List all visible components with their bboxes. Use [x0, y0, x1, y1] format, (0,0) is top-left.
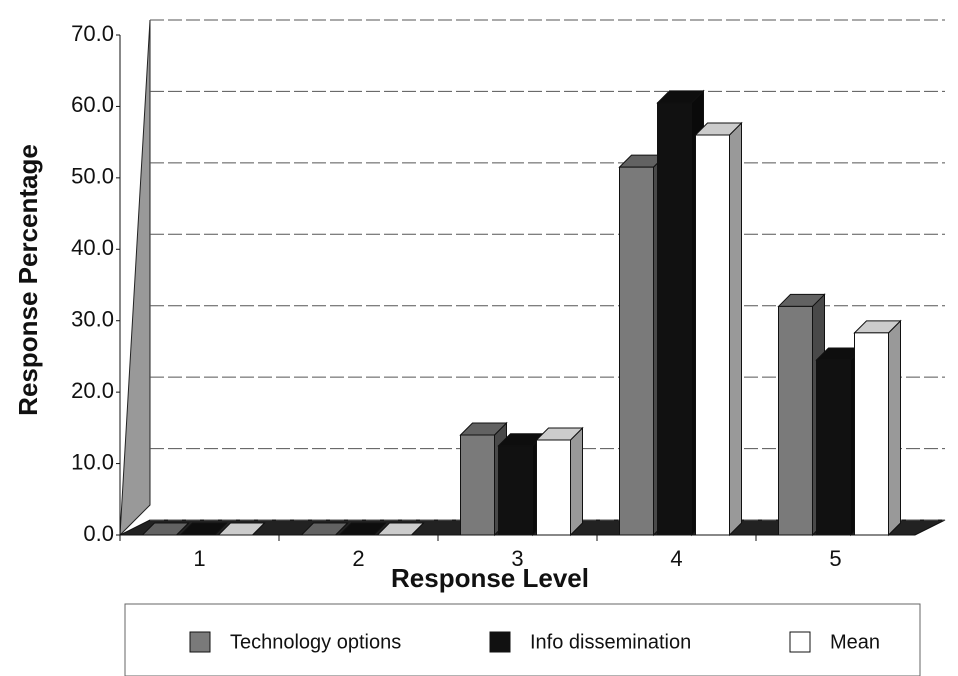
- bar-side: [888, 319, 901, 537]
- bar-top: [217, 522, 266, 536]
- bar-top: [300, 522, 349, 536]
- bar: [816, 359, 851, 536]
- bar: [460, 434, 495, 536]
- bar: [619, 166, 654, 536]
- legend-label: Technology options: [230, 631, 401, 653]
- y-tick-label: 30.0: [71, 307, 114, 332]
- x-axis-title: Response Level: [391, 563, 589, 593]
- legend-swatch: [189, 631, 211, 653]
- y-tick-label: 60.0: [71, 92, 114, 117]
- bar-top: [338, 522, 387, 536]
- y-tick-label: 20.0: [71, 378, 114, 403]
- legend-box: [124, 603, 921, 676]
- x-tick-label: 1: [193, 546, 205, 571]
- x-tick-label: 3: [511, 546, 523, 571]
- side-wall: [119, 19, 151, 537]
- legend-label: Info dissemination: [530, 631, 691, 653]
- y-axis-title: Response Percentage: [13, 144, 43, 416]
- bar: [498, 445, 533, 536]
- bar: [536, 439, 571, 536]
- x-tick-label: 2: [352, 546, 364, 571]
- y-tick-label: 10.0: [71, 449, 114, 474]
- bar-top: [376, 522, 425, 536]
- y-tick-label: 50.0: [71, 164, 114, 189]
- bar-top: [141, 522, 190, 536]
- x-tick-label: 5: [829, 546, 841, 571]
- y-tick-label: 0.0: [83, 521, 114, 546]
- bar: [657, 102, 692, 536]
- y-tick-label: 40.0: [71, 235, 114, 260]
- legend-swatch: [489, 631, 511, 653]
- x-tick-label: 4: [670, 546, 682, 571]
- bar: [695, 134, 730, 536]
- bar-side: [729, 121, 742, 537]
- bar: [854, 332, 889, 536]
- bar-side: [570, 426, 583, 537]
- bar-top: [179, 522, 228, 536]
- legend-label: Mean: [830, 631, 880, 653]
- y-tick-label: 70.0: [71, 21, 114, 46]
- bar: [778, 305, 813, 536]
- legend-swatch: [789, 631, 811, 653]
